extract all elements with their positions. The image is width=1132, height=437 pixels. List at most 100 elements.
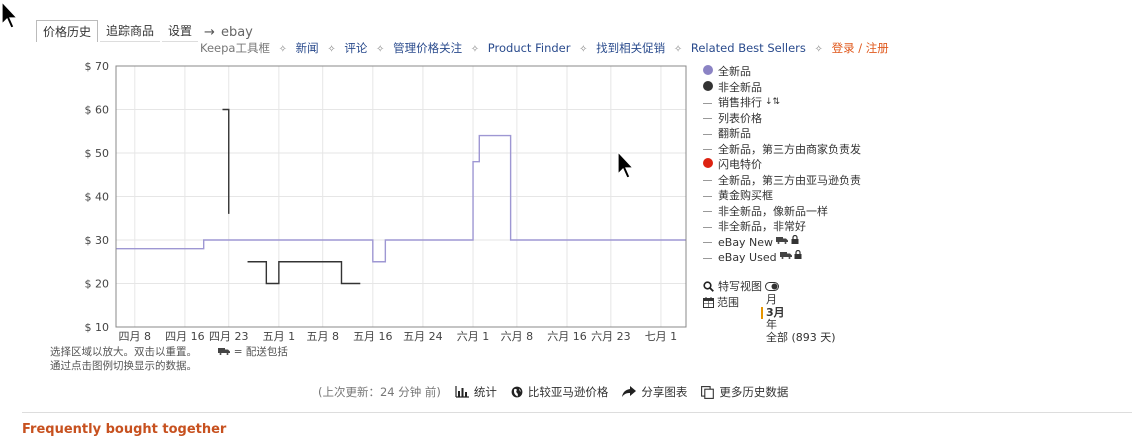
share-label: 分享图表 [641, 385, 688, 399]
dash-icon [703, 195, 712, 197]
best-sellers-link[interactable]: Related Best Sellers [690, 41, 806, 55]
last-updated: (上次更新：24 分钟 前) [318, 385, 441, 399]
x-axis-ticks: 四月 8 四月 16 四月 23 五月 1 五月 8 五月 16 五月 24 六月 1 六月 8… [119, 330, 678, 343]
legend-label: 列表价格 [718, 111, 762, 125]
legend-dot-icon [703, 64, 713, 80]
dash-icon [703, 257, 712, 259]
zoom-toggle[interactable]: 特写视图 [703, 278, 779, 294]
legend-dash-icon [703, 204, 713, 220]
legend-item[interactable]: 非全新品 [703, 80, 868, 96]
legend-item[interactable]: 全新品 [703, 64, 868, 80]
legend-label: 翻新品 [718, 127, 751, 140]
compare-button[interactable]: 比较亚马逊价格 [511, 384, 608, 400]
legend-dash-icon [703, 219, 713, 235]
legend-item[interactable]: 全新品，第三方由亚马逊负责 [703, 173, 868, 189]
copy-icon [701, 385, 715, 399]
separator-icon: ✧ [814, 44, 823, 55]
legend-item[interactable]: 非全新品，像新品一样 [703, 204, 868, 220]
x-tick-label: 四月 8 [119, 330, 152, 343]
dot-icon [703, 65, 713, 75]
y-axis-ticks: $ 10 $ 20 $ 30 $ 40 $ 50 $ 60 $ 70 [85, 60, 110, 334]
zoom-label: 特写视图 [718, 280, 762, 293]
legend-item[interactable]: 销售排行 ↓⇅ [703, 95, 868, 111]
hint-shipping: = 配送包括 [233, 346, 288, 358]
tab-ebay[interactable]: ebay [220, 25, 253, 40]
legend-item[interactable]: 黄金购买框 [703, 188, 868, 204]
sort-icon[interactable]: ↓⇅ [765, 97, 781, 107]
chart-hint: 选择区域以放大。双击以重置。 = 配送包括 通过点击图例切换显示的数据。 [50, 345, 288, 373]
legend-label: 黄金购买框 [718, 189, 773, 202]
legend-dot-icon [703, 157, 713, 173]
legend-label: eBay Used [718, 251, 777, 264]
range-option[interactable]: 年 [766, 318, 777, 331]
more-history-button[interactable]: 更多历史数据 [701, 384, 788, 400]
price-history-chart[interactable]: $ 10$ 20$ 30$ 40$ 50$ 60$ 70 四月 8 四月 16 四月… [0, 0, 700, 350]
product-finder-link[interactable]: Product Finder [487, 41, 571, 55]
toggle-icon[interactable] [765, 281, 779, 291]
toolbox-link[interactable]: Keepa工具框 [200, 41, 270, 55]
legend-dash-icon [703, 250, 713, 266]
more-history-label: 更多历史数据 [719, 385, 789, 399]
register-link[interactable]: 注册 [865, 41, 889, 55]
separator-icon: ✧ [470, 44, 480, 55]
x-tick-label: 五月 16 [353, 330, 393, 343]
dash-icon [703, 133, 712, 135]
chart-grid [116, 65, 686, 328]
tab-bar: 价格历史 追踪商品 设置 → ebay [36, 20, 255, 42]
legend-item[interactable]: eBay Used [703, 249, 868, 266]
x-tick-label: 五月 8 [306, 330, 339, 343]
legend-dash-icon [703, 142, 713, 158]
stats-label: 统计 [473, 385, 497, 399]
plot-frame [115, 65, 687, 328]
dash-icon [703, 102, 712, 104]
tab-settings[interactable]: 设置 [162, 20, 199, 42]
deals-link[interactable]: 找到相关促销 [596, 41, 666, 55]
truck-icon [218, 348, 231, 355]
login-link[interactable]: 登录 [831, 41, 855, 55]
y-tick-label: $ 20 [85, 278, 110, 291]
separator-icon: ✧ [278, 44, 288, 55]
x-tick-label: 五月 1 [263, 330, 296, 343]
series-line-new [116, 134, 686, 263]
arrow-icon: → [204, 25, 215, 40]
chart-legend: 全新品 非全新品 销售排行 ↓⇅ 列表价格 翻新品 全新品，第三方由商家负责发 闪电特价 全新品… [703, 64, 868, 266]
legend-label: 全新品，第三方由商家负责发 [718, 142, 861, 156]
y-tick-label: $ 50 [85, 147, 110, 160]
y-tick-label: $ 30 [85, 234, 110, 247]
legend-dash-icon [703, 126, 713, 142]
legend-item[interactable]: 非全新品，非常好 [703, 219, 868, 235]
legend-item[interactable]: eBay New [703, 234, 868, 251]
legend-dot-icon [703, 80, 713, 96]
mouse-cursor-icon [617, 150, 635, 179]
separator-icon: ✧ [579, 44, 588, 55]
news-link[interactable]: 新闻 [295, 41, 319, 55]
dash-icon [703, 242, 712, 243]
range-control: 范围 [703, 294, 739, 310]
legend-dash-icon [703, 235, 713, 251]
range-option[interactable]: 月 [766, 293, 777, 306]
series-line-used [222, 108, 230, 214]
range-option[interactable]: 全部 (893 天) [766, 330, 836, 344]
dash-icon [703, 180, 712, 181]
share-icon [622, 386, 637, 397]
dash-icon [703, 211, 712, 212]
x-tick-label: 四月 16 [165, 330, 205, 343]
legend-dash-icon [703, 95, 713, 111]
legend-item[interactable]: 翻新品 [703, 126, 868, 142]
tab-tracking[interactable]: 追踪商品 [100, 20, 161, 42]
calendar-icon [703, 296, 714, 308]
legend-label: 非全新品 [718, 80, 762, 94]
stats-button[interactable]: 统计 [455, 384, 497, 400]
tab-price-history[interactable]: 价格历史 [36, 20, 99, 42]
legend-item[interactable]: 全新品，第三方由商家负责发 [703, 142, 868, 158]
manage-alerts-link[interactable]: 管理价格关注 [393, 41, 463, 55]
reviews-link[interactable]: 评论 [344, 41, 368, 55]
separator-icon: ✧ [327, 44, 336, 55]
legend-label: 销售排行 [718, 96, 762, 109]
share-button[interactable]: 分享图表 [622, 384, 687, 400]
legend-item[interactable]: 列表价格 [703, 111, 868, 127]
range-option[interactable]: 3月 [761, 306, 836, 319]
legend-label: 闪电特价 [718, 158, 762, 171]
range-options: 月 3月年全部 (893 天) [761, 293, 836, 344]
legend-item[interactable]: 闪电特价 [703, 157, 868, 173]
